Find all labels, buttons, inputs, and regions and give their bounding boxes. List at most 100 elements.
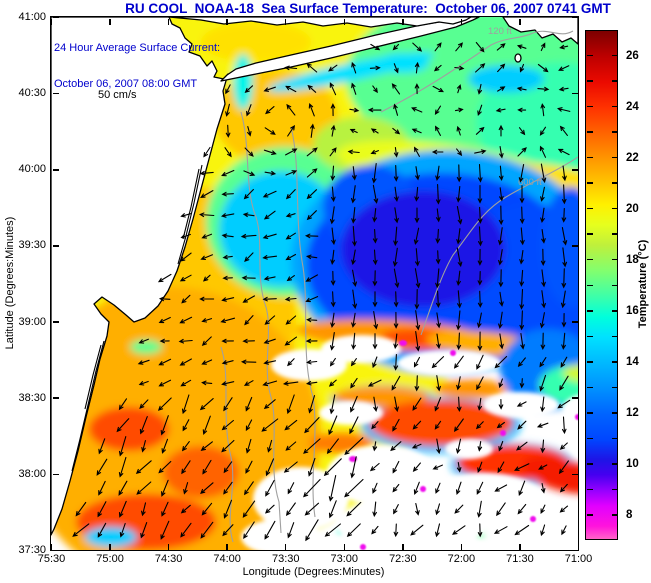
sst-blob: [130, 340, 162, 354]
colorbar-tick: [612, 207, 618, 210]
current-vector-arrows: [72, 41, 571, 542]
isobath-label: 120 ft: [488, 26, 512, 37]
colorbar-tick: [612, 386, 618, 389]
colorbar-ticks: 8 10 12 14 16 18 20 22 24 26: [585, 30, 639, 538]
y-tick-mark: [52, 473, 59, 476]
x-tick-label: 75:30: [37, 553, 66, 565]
x-tick-mark: [460, 543, 463, 550]
x-tick-label: 71:30: [506, 553, 534, 565]
sst-blob: [360, 544, 366, 550]
colorbar-tick: [612, 463, 618, 465]
y-tick-label: 38:00: [18, 467, 46, 480]
cloud-mask-blob: [397, 350, 501, 376]
colorbar-tick: [586, 54, 593, 57]
colorbar-tick: [586, 488, 593, 491]
colorbar-tick-label: 24: [626, 100, 639, 113]
colorbar-tick: [612, 233, 618, 235]
x-tick-label: 73:30: [271, 553, 300, 565]
y-tick-mark-right: [571, 473, 578, 476]
colorbar-tick: [586, 156, 593, 159]
colorbar-tick: [586, 207, 593, 210]
x-tick-mark-top: [109, 18, 111, 25]
sst-map-canvas: 120 ft 600 ft: [51, 17, 578, 550]
colorbar-tick: [612, 437, 618, 440]
colorbar-tick-label: 16: [626, 304, 639, 317]
sst-blob: [450, 350, 456, 356]
x-tick-mark-top: [50, 18, 53, 25]
colorbar-tick: [612, 361, 618, 363]
sst-blob: [563, 364, 578, 382]
y-tick-mark-right: [571, 321, 578, 323]
x-tick-mark: [519, 543, 521, 550]
sst-blob: [341, 191, 505, 307]
colorbar-tick: [586, 105, 593, 108]
x-tick-mark-top: [519, 18, 521, 25]
colorbar-tick: [612, 488, 618, 491]
sst-blob: [420, 486, 426, 492]
colorbar-tick-label: 20: [626, 202, 639, 215]
colorbar-tick: [586, 310, 593, 312]
y-tick-mark-right: [571, 16, 578, 19]
x-tick-mark-top: [167, 18, 170, 25]
colorbar-tick: [612, 258, 618, 261]
current-legend-line1: 24 Hour Average Surface Current:: [54, 42, 221, 54]
y-axis-title: Latitude (Degrees:Minutes): [4, 216, 16, 350]
cloud-mask-blob: [319, 401, 383, 425]
colorbar-tick: [586, 463, 593, 465]
x-tick-mark: [577, 543, 580, 550]
figure-title: RU COOL NOAA-18 Sea Surface Temperature:…: [125, 1, 611, 16]
colorbar-tick: [586, 514, 593, 516]
x-tick-label: 72:00: [447, 553, 476, 565]
sst-blob: [51, 287, 321, 550]
colorbar-tick-label: 26: [626, 49, 639, 62]
sst-blob: [435, 379, 507, 399]
sst-blob: [163, 446, 239, 498]
x-tick-label: 75:00: [96, 553, 124, 565]
x-tick-mark-top: [402, 18, 404, 25]
colorbar-tick-label: 8: [626, 509, 633, 522]
colorbar-tick-label: 12: [626, 406, 639, 419]
current-legend: 24 Hour Average Surface Current: October…: [54, 18, 220, 114]
y-tick-mark: [52, 92, 59, 95]
sst-blob: [541, 187, 578, 307]
colorbar-tick: [586, 182, 593, 184]
y-tick-label: 40:00: [18, 163, 46, 176]
colorbar-tick: [586, 80, 593, 82]
sst-blob: [500, 430, 506, 436]
colorbar-tick: [612, 335, 618, 338]
y-tick-mark: [52, 321, 59, 323]
colorbar-tick: [612, 156, 618, 159]
colorbar-tick: [612, 80, 618, 82]
x-tick-mark: [284, 543, 287, 550]
cloud-mask-blob: [253, 467, 349, 531]
y-tick-mark-right: [571, 549, 578, 552]
x-tick-mark-top: [226, 18, 228, 25]
sst-blob: [85, 527, 137, 547]
y-tick-mark-right: [571, 169, 578, 171]
cloud-mask-blob: [568, 432, 578, 458]
y-tick-label: 41:00: [18, 11, 46, 23]
x-tick-mark-top: [577, 18, 580, 25]
cloud-mask-blob: [271, 349, 347, 381]
sst-blob: [468, 65, 544, 93]
x-tick-mark: [226, 543, 228, 550]
land-coastline: [51, 17, 578, 536]
isobath-contours: [220, 30, 578, 543]
colorbar-tick: [612, 182, 618, 184]
colorbar-tick: [586, 437, 593, 440]
x-tick-label: 74:30: [154, 553, 183, 565]
y-tick-mark: [52, 169, 59, 171]
x-tick-mark-top: [284, 18, 287, 25]
y-tick-label: 39:00: [18, 315, 46, 328]
colorbar-tick: [586, 131, 593, 133]
colorbar-tick: [586, 258, 593, 261]
sst-blob: [233, 54, 253, 110]
cloud-mask-blob: [241, 519, 321, 550]
colorbar-tick: [612, 131, 618, 133]
colorbar-tick: [586, 412, 593, 414]
colorbar-tick: [612, 284, 618, 287]
x-tick-label: 72:30: [389, 553, 417, 565]
y-tick-mark-right: [571, 397, 578, 399]
y-tick-mark-right: [571, 245, 578, 247]
